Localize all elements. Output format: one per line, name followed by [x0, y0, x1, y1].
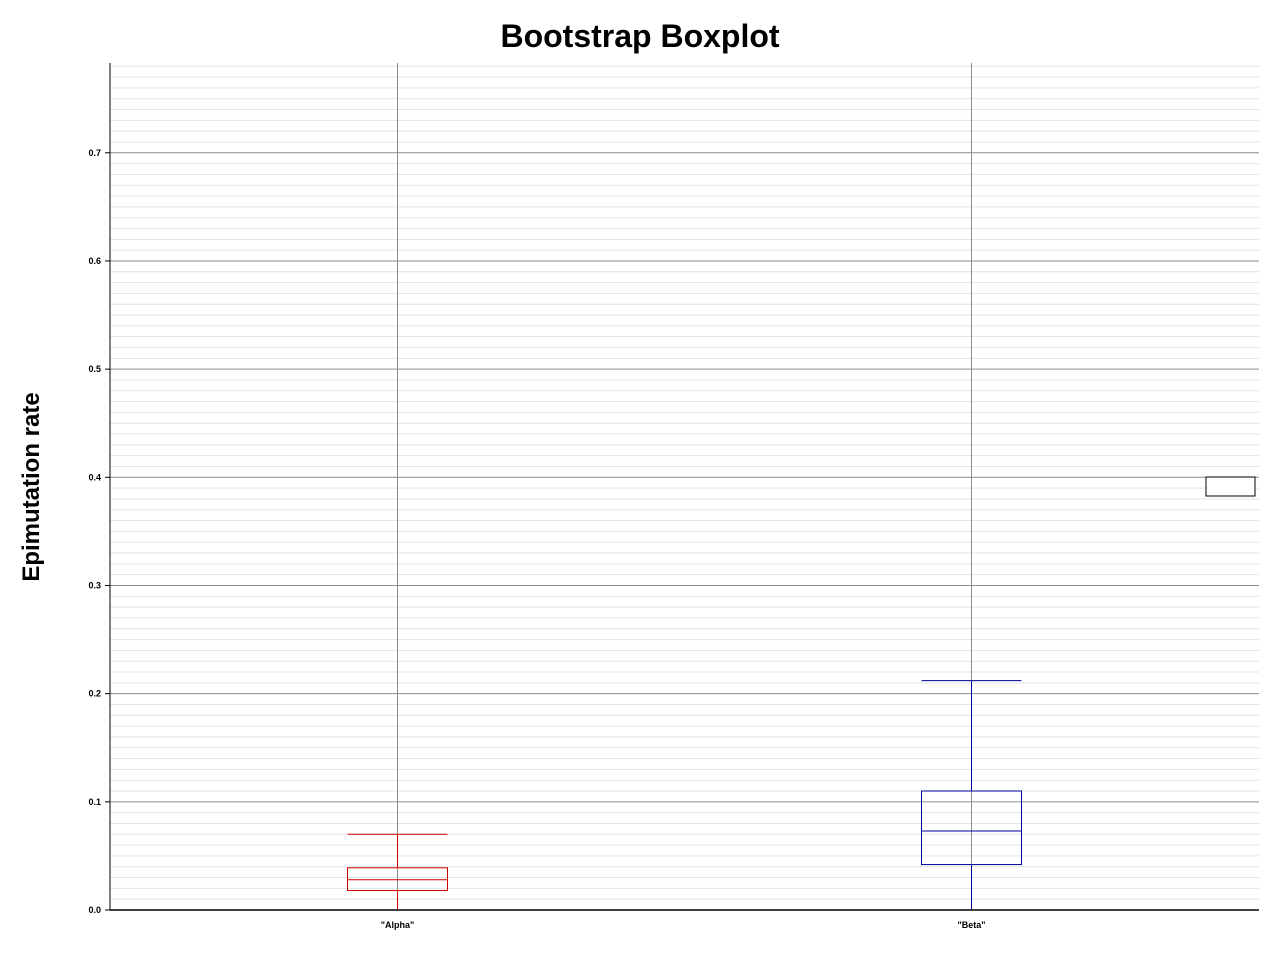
y-tick-label: 0.4 — [88, 472, 101, 482]
y-tick-label: 0.6 — [88, 256, 101, 266]
y-tick-labels: 0.0 0.1 0.2 0.3 0.4 0.5 0.6 0.7 — [88, 148, 101, 915]
boxes — [347, 680, 1022, 911]
x-tick-labels: "Alpha" "Beta" — [381, 920, 986, 930]
box-iqr — [921, 790, 1022, 866]
category-gridlines — [397, 63, 972, 910]
y-tick-label: 0.0 — [88, 905, 101, 915]
box-iqr — [347, 867, 448, 892]
chart-title: Bootstrap Boxplot — [500, 18, 780, 54]
y-tick-label: 0.7 — [88, 148, 101, 158]
major-gridlines — [110, 152, 1259, 803]
axes — [105, 63, 1259, 911]
y-tick-label: 0.3 — [88, 580, 101, 590]
y-tick-label: 0.1 — [88, 797, 101, 807]
y-tick-label: 0.2 — [88, 689, 101, 699]
y-tick-label: 0.5 — [88, 364, 101, 374]
x-tick-label: "Alpha" — [381, 920, 415, 930]
minor-gridlines — [110, 65, 1259, 900]
legend-box — [1205, 476, 1256, 497]
x-tick-label: "Beta" — [957, 920, 985, 930]
